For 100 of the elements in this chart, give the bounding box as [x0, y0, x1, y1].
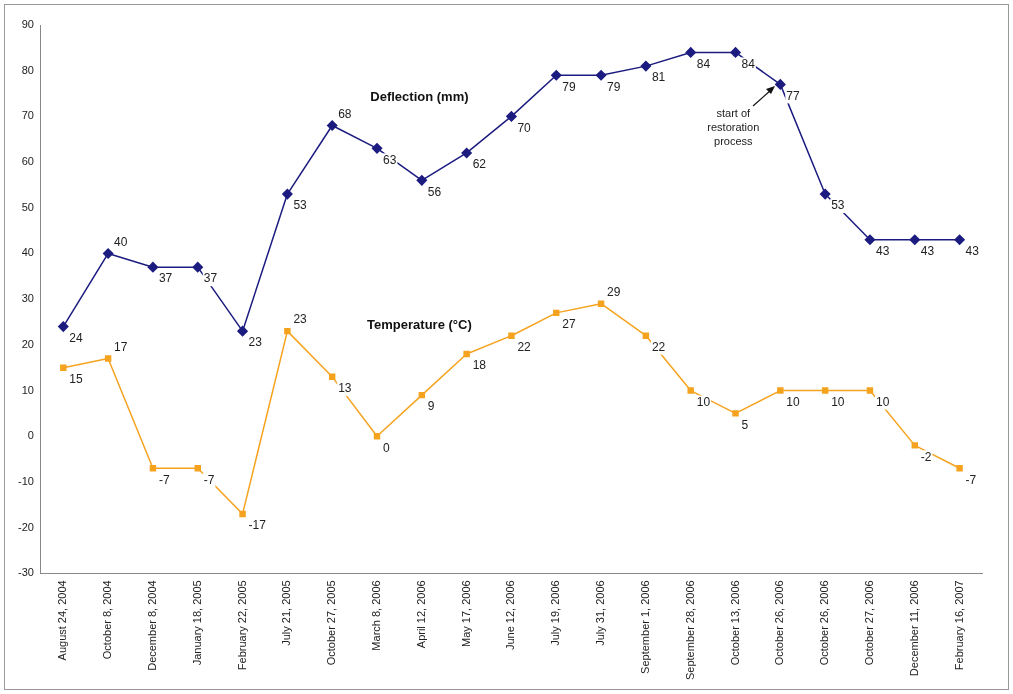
y-tick-label: 30 [21, 292, 34, 305]
point [730, 47, 741, 58]
data-label: 29 [607, 285, 621, 300]
point [282, 188, 293, 200]
data-label: -17 [248, 518, 267, 533]
point [284, 327, 291, 335]
y-tick-label: 70 [21, 109, 34, 122]
y-tick-label: -30 [17, 566, 34, 579]
data-label: 43 [965, 244, 980, 259]
x-tick-label: December 8, 2004 [145, 580, 158, 671]
x-tick-label: January 18, 2005 [190, 580, 203, 666]
point [551, 70, 562, 81]
data-label: 56 [427, 184, 442, 199]
x-tick-label: July 21, 2005 [280, 580, 293, 646]
point [956, 465, 963, 472]
data-label: 84 [741, 56, 756, 71]
point [777, 387, 784, 394]
data-label: 9 [427, 399, 435, 414]
data-label: 23 [248, 335, 263, 350]
y-tick-label: 40 [21, 246, 34, 259]
data-label: -7 [158, 472, 170, 487]
point [732, 410, 739, 417]
data-label: 53 [831, 198, 845, 213]
point [909, 234, 921, 246]
point [775, 79, 786, 90]
x-tick-label: October 27, 2005 [325, 580, 338, 666]
y-tick-label: 80 [21, 63, 34, 76]
point [642, 332, 650, 339]
data-label: 22 [651, 340, 666, 355]
point [149, 465, 157, 472]
data-label: 43 [920, 244, 935, 259]
point [463, 350, 470, 358]
data-label: 5 [741, 417, 749, 432]
data-label: 17 [114, 339, 128, 354]
point [553, 309, 560, 317]
x-tick-label: October 26, 2006 [773, 580, 786, 666]
point [194, 465, 201, 472]
x-tick-label: May 17, 2006 [459, 580, 472, 647]
y-tick-label: -20 [17, 520, 34, 533]
point [687, 387, 694, 394]
data-label: 15 [69, 372, 83, 387]
point [58, 321, 69, 332]
data-label: 10 [786, 394, 801, 409]
point [640, 60, 652, 72]
point [595, 70, 607, 81]
x-tick-label: February 22, 2005 [235, 580, 248, 671]
point [597, 300, 605, 307]
x-tick-label: June 12, 2006 [504, 580, 517, 651]
y-tick-label: 60 [21, 155, 34, 168]
point [418, 391, 426, 399]
data-label: 63 [383, 152, 397, 167]
data-label: -7 [203, 472, 215, 487]
data-label: 62 [472, 157, 487, 172]
point [371, 143, 383, 154]
x-tick-label: April 12, 2006 [414, 580, 427, 649]
point [147, 261, 159, 273]
x-tick-label: September 28, 2006 [683, 580, 696, 681]
data-label: 10 [875, 394, 890, 409]
point [911, 442, 918, 449]
data-label: 13 [338, 381, 352, 396]
point [866, 387, 874, 394]
x-tick-label: February 16, 2007 [952, 580, 965, 671]
x-tick-label: October 13, 2006 [728, 580, 741, 666]
point [326, 120, 338, 131]
annotation: start of restoration process [706, 106, 761, 149]
data-label: 24 [69, 330, 83, 345]
y-tick-label: -10 [17, 474, 34, 487]
x-tick-label: March 8, 2006 [370, 580, 383, 651]
point [461, 147, 472, 159]
text: Deflection (mm) [370, 88, 469, 104]
point [60, 364, 67, 371]
data-label: 37 [158, 271, 173, 286]
point [864, 234, 876, 246]
x-tick-label: July 19, 2006 [549, 580, 562, 646]
data-label: 0 [383, 440, 391, 455]
data-label: 84 [696, 56, 711, 71]
data-label: 40 [114, 234, 128, 249]
x-tick-label: December 11, 2006 [907, 580, 920, 677]
point [954, 234, 965, 246]
y-tick-label: 50 [21, 200, 34, 213]
y-tick-label: 10 [21, 383, 34, 396]
point [102, 248, 114, 259]
data-label: 77 [786, 88, 801, 103]
series-label: Temperature (°C) [367, 317, 472, 333]
x-tick-label: August 24, 2004 [56, 580, 69, 661]
point [239, 510, 246, 518]
x-tick-label: September 1, 2006 [638, 580, 651, 674]
data-label: 22 [517, 340, 532, 355]
data-label: 53 [293, 198, 308, 213]
data-label: 37 [203, 271, 218, 286]
x-tick-label: July 31, 2006 [594, 580, 607, 646]
x-tick-label: October 27, 2006 [863, 580, 875, 666]
x-tick-label: October 8, 2004 [101, 580, 114, 660]
data-label: 18 [472, 358, 487, 373]
point [821, 387, 829, 394]
data-label: 27 [562, 317, 576, 332]
point [416, 175, 428, 186]
point [373, 433, 381, 440]
y-tick-label: 20 [21, 337, 34, 350]
data-label: 79 [562, 79, 576, 94]
